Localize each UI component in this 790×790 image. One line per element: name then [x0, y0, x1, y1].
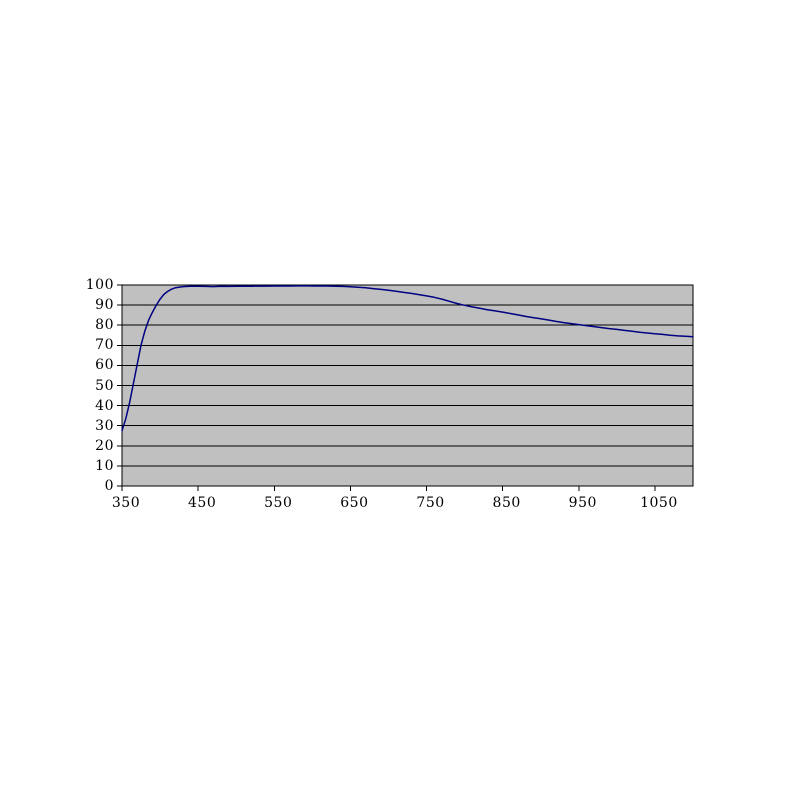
- y-axis-label: 30: [95, 417, 114, 434]
- x-axis-label: 450: [188, 495, 217, 511]
- transmission-curve: [121, 285, 694, 432]
- y-axis-label: 80: [95, 317, 114, 334]
- y-axis-label: 20: [95, 437, 114, 454]
- x-axis-label: 350: [111, 495, 141, 511]
- y-axis-label: 90: [95, 297, 114, 314]
- y-axis-label: 40: [95, 397, 114, 414]
- y-axis-label: 0: [104, 478, 114, 494]
- x-axis-label: 550: [264, 495, 293, 511]
- y-axis-label: 60: [95, 357, 114, 374]
- x-axis-label: 850: [492, 495, 521, 511]
- x-axis-label: 950: [568, 495, 597, 511]
- y-axis-label: 10: [95, 457, 114, 474]
- x-axis-label: 750: [416, 495, 445, 511]
- y-axis-label: 100: [85, 277, 114, 293]
- y-axis-label: 70: [95, 337, 114, 354]
- x-axis-label: 1050: [640, 495, 678, 511]
- y-axis-label: 50: [95, 377, 114, 394]
- x-axis-label: 650: [340, 495, 369, 511]
